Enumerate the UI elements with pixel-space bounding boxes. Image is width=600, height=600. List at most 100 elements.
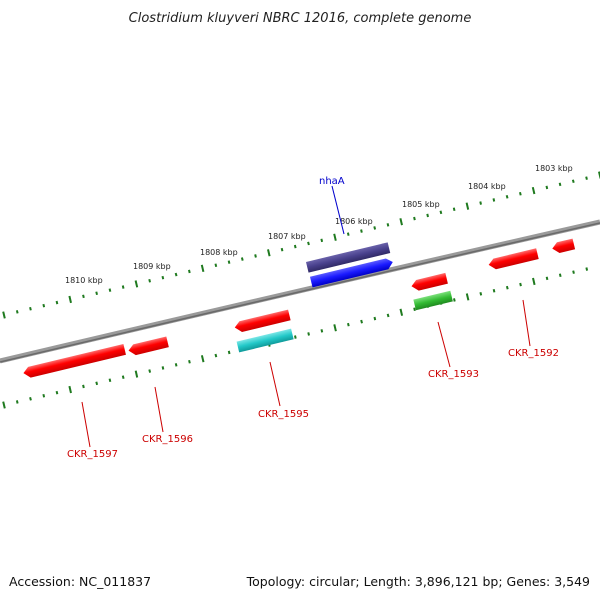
scale-label-1806: 1806 kbp [335,217,373,226]
inner-minor-tick [42,393,46,398]
outer-minor-tick [386,223,390,227]
gene-label-ckr-1596[interactable]: CKR_1596 [142,434,193,445]
outer-major-tick [267,249,271,257]
outer-minor-tick [108,288,112,292]
inner-minor-tick [347,322,350,327]
gene-ckr-1597[interactable] [22,343,126,379]
inner-tick-track [2,267,589,409]
topology-text: Topology: circular; Length: 3,896,121 bp… [246,574,590,589]
outer-minor-tick [293,244,297,249]
inner-minor-tick [479,291,483,296]
outer-minor-tick [505,195,509,199]
scale-label-1807: 1807 kbp [268,232,306,241]
inner-minor-tick [55,390,59,395]
genome-backbone [0,219,600,364]
gene-label-ckr-1592[interactable]: CKR_1592 [508,348,559,359]
outer-minor-tick [240,257,244,261]
gene-ckr-1593-top[interactable] [410,272,448,292]
scale-label-1809: 1809 kbp [133,262,171,271]
inner-minor-tick [188,359,191,364]
outer-minor-tick [571,179,575,184]
outer-minor-tick [426,213,429,218]
gene-label-ckr-1597[interactable]: CKR_1597 [67,449,118,460]
label-leader-lines [81,185,531,448]
inner-minor-tick [386,313,390,318]
inner-minor-tick [108,378,112,383]
inner-minor-tick [558,273,562,278]
gene-label-ckr-1593[interactable]: CKR_1593 [428,369,479,380]
outer-minor-tick [492,198,496,202]
gene-nhaA-bottom[interactable] [309,257,394,288]
inner-minor-tick [95,381,99,386]
outer-minor-tick [95,291,98,296]
outer-major-tick [134,280,139,288]
inner-major-tick [68,385,72,394]
outer-minor-tick [479,201,482,205]
gene-ckr-1593-bottom[interactable] [413,290,453,311]
outer-minor-tick [55,300,59,305]
outer-minor-tick [161,275,165,280]
inner-minor-tick [148,369,152,373]
outer-minor-tick [15,310,19,314]
scale-label-1804: 1804 kbp [468,182,506,191]
gene-nhaA-top[interactable] [305,242,391,273]
accession-text: Accession: NC_011837 [9,574,152,589]
inner-major-tick [399,308,404,316]
outer-major-tick [68,295,72,304]
inner-major-tick [134,370,139,378]
inner-major-tick [200,355,205,363]
inner-minor-tick [519,282,522,287]
gene-ckr-1596[interactable] [127,336,169,356]
outer-minor-tick [545,185,549,190]
inner-minor-tick [320,329,324,333]
outer-minor-tick [42,303,46,308]
outer-minor-tick [214,263,218,268]
outer-minor-tick [148,278,151,283]
outer-minor-tick [82,294,85,299]
outer-minor-tick [439,210,443,215]
outer-minor-tick [373,226,377,230]
inner-minor-tick [227,350,231,355]
gene-ckr-1595-top[interactable] [234,309,291,334]
outer-minor-tick [227,260,231,264]
gene-label-nhaA[interactable]: nhaA [319,176,345,187]
gene-edge-right[interactable] [551,238,576,255]
outer-minor-tick [121,285,125,289]
outer-minor-tick [360,229,363,233]
inner-major-tick [465,293,470,301]
map-title: Clostridium kluyveri NBRC 12016, complet… [129,11,472,26]
outer-major-tick [531,186,536,195]
outer-minor-tick [174,272,178,277]
inner-minor-tick [15,400,19,404]
gene-label-ckr-1595[interactable]: CKR_1595 [258,409,309,420]
outer-major-tick [399,218,403,226]
outer-major-tick [333,233,337,241]
scale-labels: 1810 kbp 1809 kbp 1808 kbp 1807 kbp 1806… [65,164,573,285]
inner-minor-tick [585,267,589,271]
inner-major-tick [532,277,536,286]
inner-minor-tick [373,316,377,321]
inner-major-tick [333,324,337,332]
scale-label-1805: 1805 kbp [402,200,440,209]
inner-minor-tick [307,332,310,336]
inner-minor-tick [492,288,496,293]
outer-minor-tick [585,176,588,180]
inner-major-tick [2,401,6,409]
outer-minor-tick [558,182,562,187]
scale-label-1810: 1810 kbp [65,276,103,285]
gene-ckr-1595-bottom[interactable] [236,328,294,353]
gene-ckr-1592[interactable] [488,248,539,270]
inner-minor-tick [82,384,85,389]
inner-minor-tick [161,366,165,370]
outer-minor-tick [519,191,522,196]
inner-minor-tick [121,375,125,380]
outer-tick-track [2,171,600,319]
inner-minor-tick [214,353,218,358]
inner-minor-tick [572,270,575,274]
inner-minor-tick [413,307,416,312]
inner-minor-tick [453,298,456,302]
inner-minor-tick [294,335,297,339]
scale-label-1803: 1803 kbp [535,164,573,173]
inner-minor-tick [545,276,549,281]
